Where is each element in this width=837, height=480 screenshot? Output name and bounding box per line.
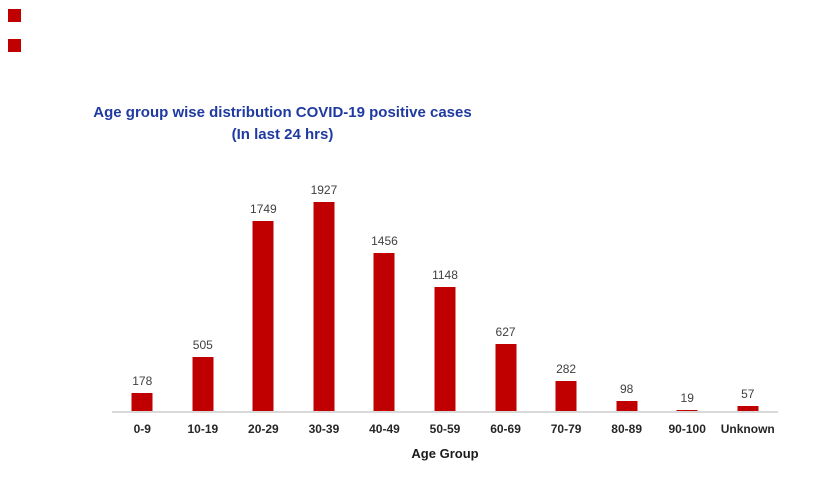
bar-value-label: 1148 xyxy=(432,268,458,282)
red-square-marker xyxy=(8,39,21,52)
bar xyxy=(555,381,577,412)
x-tick-label: 80-89 xyxy=(611,422,642,436)
x-tick-label: 0-9 xyxy=(133,422,151,436)
bar xyxy=(313,202,335,412)
x-tick-label: 40-49 xyxy=(369,422,400,436)
bar xyxy=(616,401,638,412)
bar xyxy=(434,287,456,412)
bar-value-label: 19 xyxy=(680,391,694,405)
chart-title-block: Age group wise distribution COVID-19 pos… xyxy=(60,102,505,146)
x-tick-label: 70-79 xyxy=(550,422,582,436)
x-axis-tick-labels: 0-9 10-19 20-29 30-39 40-49 50-59 60-69 70-79 80… xyxy=(112,422,778,436)
x-axis-title: Age Group xyxy=(411,446,479,461)
bar-value-label: 178 xyxy=(132,374,153,388)
bar-slot: 19 xyxy=(657,160,718,412)
bar-value-label: 505 xyxy=(192,338,213,352)
bar-value-label: 627 xyxy=(495,325,516,339)
bar xyxy=(192,357,214,412)
bar-slot: 505 xyxy=(173,160,234,412)
bar-slot: 1148 xyxy=(415,160,476,412)
bar xyxy=(131,393,153,412)
bar xyxy=(495,344,517,412)
red-square-marker xyxy=(8,9,21,22)
bar-slot: 1927 xyxy=(294,160,355,412)
bar-chart-plot-area: 178 505 1749 1927 1456 1148 627 282 98 19 57 xyxy=(112,160,778,412)
bar-value-label: 57 xyxy=(741,387,755,401)
bar-value-label: 1927 xyxy=(310,183,338,197)
bars-row: 178 505 1749 1927 1456 1148 627 282 98 19 57 xyxy=(112,160,778,412)
x-tick-label: 10-19 xyxy=(187,422,219,436)
x-axis-line xyxy=(112,411,778,413)
bar-value-label: 1749 xyxy=(250,202,277,216)
bar xyxy=(252,221,274,412)
x-tick-label: 20-29 xyxy=(248,422,279,436)
chart-title: Age group wise distribution COVID-19 pos… xyxy=(93,104,472,121)
x-tick-label: Unknown xyxy=(720,422,775,436)
chart-subtitle: (In last 24 hrs) xyxy=(231,126,334,143)
bar xyxy=(373,253,395,412)
bar-slot: 282 xyxy=(536,160,597,412)
x-tick-label: 60-69 xyxy=(490,422,521,436)
bar-slot: 1456 xyxy=(354,160,415,412)
bar-value-label: 282 xyxy=(556,362,577,376)
bar-slot: 98 xyxy=(596,160,657,412)
bar-slot: 627 xyxy=(475,160,536,412)
bar-value-label: 1456 xyxy=(371,234,398,248)
x-tick-label: 30-39 xyxy=(308,422,340,436)
bar xyxy=(737,406,759,412)
x-tick-label: 50-59 xyxy=(429,422,461,436)
bar-slot: 57 xyxy=(717,160,778,412)
x-tick-label: 90-100 xyxy=(668,422,706,436)
bar-slot: 1749 xyxy=(233,160,294,412)
bar-slot: 178 xyxy=(112,160,173,412)
bar-value-label: 98 xyxy=(619,382,634,396)
